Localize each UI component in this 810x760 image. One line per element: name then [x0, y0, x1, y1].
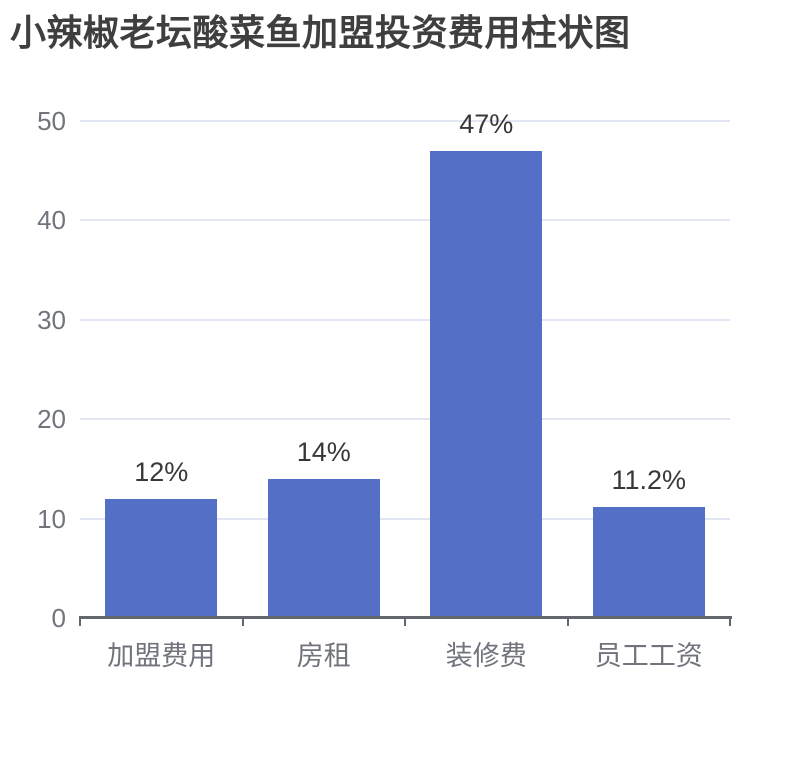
x-axis-line	[80, 616, 732, 619]
gridline-y-30	[80, 318, 730, 321]
x-axis-tick	[404, 616, 406, 626]
bar-value-label: 47%	[459, 108, 514, 139]
bar-value-label: 11.2%	[611, 464, 687, 495]
x-axis-tick	[79, 616, 81, 626]
gridline-y-10	[80, 517, 730, 520]
y-axis-label: 10	[37, 503, 66, 534]
bar-加盟费用	[105, 498, 218, 618]
bar-value-label: 14%	[296, 436, 351, 467]
x-axis-label-员工工资: 员工工资	[594, 641, 703, 671]
bar-员工工资	[592, 506, 705, 618]
chart-title: 小辣椒老坛酸菜鱼加盟投资费用柱状图	[10, 12, 631, 53]
gridline-y-20	[80, 418, 730, 421]
gridline-y-40	[80, 219, 730, 222]
bar-装修费	[430, 150, 543, 618]
x-axis-label-装修费: 装修费	[445, 641, 527, 671]
y-axis-label: 30	[37, 304, 66, 335]
x-axis-tick	[729, 616, 731, 626]
x-axis-tick	[241, 616, 244, 626]
bar-房租	[267, 478, 380, 618]
bar-value-label: 12%	[134, 456, 189, 487]
y-axis-label: 50	[37, 106, 66, 136]
y-axis-label: 40	[37, 205, 66, 236]
x-axis-tick	[566, 616, 569, 626]
y-axis-label: 20	[37, 404, 66, 435]
x-axis-label-加盟费用: 加盟费用	[107, 641, 216, 671]
gridline-y-50	[80, 120, 730, 122]
x-axis-label-房租: 房租	[296, 641, 351, 671]
y-axis-label: 0	[51, 603, 66, 633]
